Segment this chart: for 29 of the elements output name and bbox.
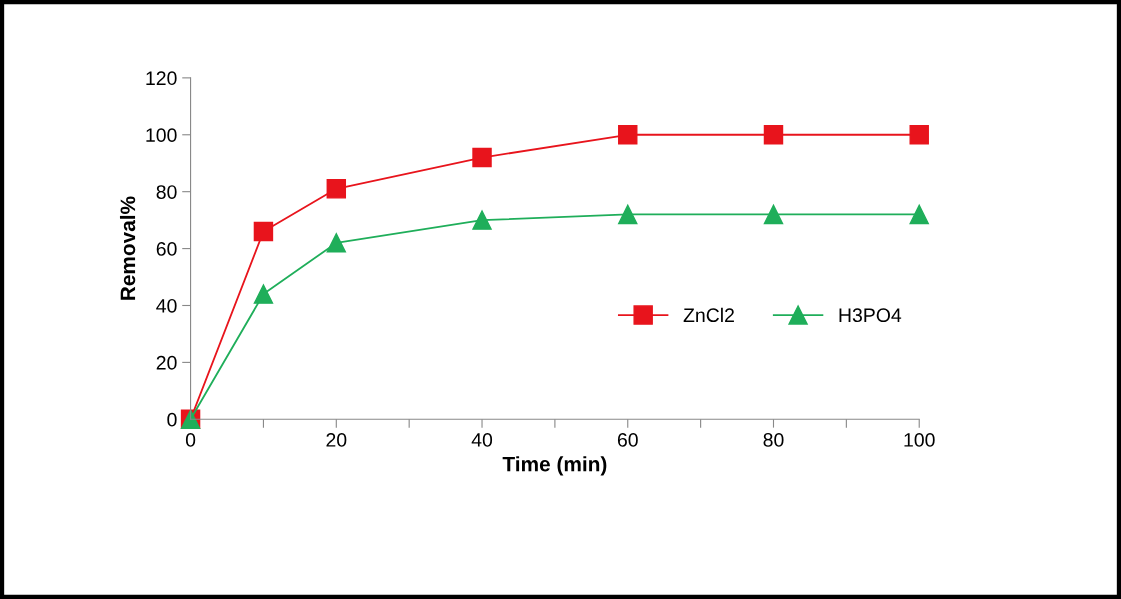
x-tick-label: 100: [904, 433, 935, 447]
point: [326, 179, 347, 199]
point: [326, 233, 347, 253]
y-tick-label: 60: [156, 242, 177, 256]
legend-label: H3PO4: [839, 308, 902, 323]
y-tick-label: 80: [156, 185, 177, 199]
point: [763, 125, 784, 145]
point: [763, 204, 784, 225]
x-tick-label: 0: [185, 433, 196, 447]
x-axis-title: Time (min): [502, 456, 607, 476]
point: [472, 147, 492, 168]
point: [472, 210, 492, 230]
point: [909, 125, 929, 145]
point: [909, 204, 929, 225]
x-tick-label: 60: [617, 433, 638, 447]
y-tick-label: 100: [146, 128, 177, 143]
point: [253, 284, 274, 304]
point: [618, 125, 638, 145]
x-tick-label: 20: [326, 433, 347, 447]
x-tick-label: 40: [471, 433, 493, 447]
point: [253, 221, 274, 242]
y-axis-title: Removal%: [119, 196, 136, 300]
point: [618, 204, 638, 225]
y-tick-label: 0: [167, 412, 177, 427]
y-tick-label: 120: [146, 71, 177, 86]
x-tick-label: 80: [763, 433, 784, 447]
legend-label: ZnCl2: [683, 307, 734, 323]
y-tick-label: 20: [156, 355, 177, 370]
y-tick-label: 40: [156, 298, 177, 313]
